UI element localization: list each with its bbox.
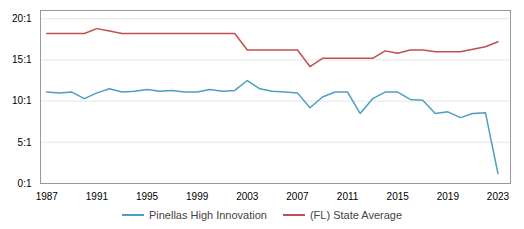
svg-text:5:1: 5:1 <box>18 137 32 148</box>
svg-text:1995: 1995 <box>136 191 159 202</box>
svg-text:20:1: 20:1 <box>12 13 32 24</box>
svg-text:15:1: 15:1 <box>12 54 32 65</box>
svg-text:1999: 1999 <box>186 191 209 202</box>
svg-text:2015: 2015 <box>387 191 410 202</box>
svg-text:2019: 2019 <box>437 191 460 202</box>
svg-text:1987: 1987 <box>36 191 59 202</box>
html-text:(FL) State Average: (FL) State Average <box>310 209 403 221</box>
svg-text:0:1: 0:1 <box>18 178 32 189</box>
svg-text:2023: 2023 <box>487 191 510 202</box>
svg-text:1991: 1991 <box>86 191 109 202</box>
svg-text:10:1: 10:1 <box>12 95 32 106</box>
svg-text:2011: 2011 <box>337 191 359 202</box>
svg-text:2007: 2007 <box>286 191 309 202</box>
html-text:Pinellas High Innovation: Pinellas High Innovation <box>148 209 267 221</box>
svg-text:2003: 2003 <box>236 191 259 202</box>
